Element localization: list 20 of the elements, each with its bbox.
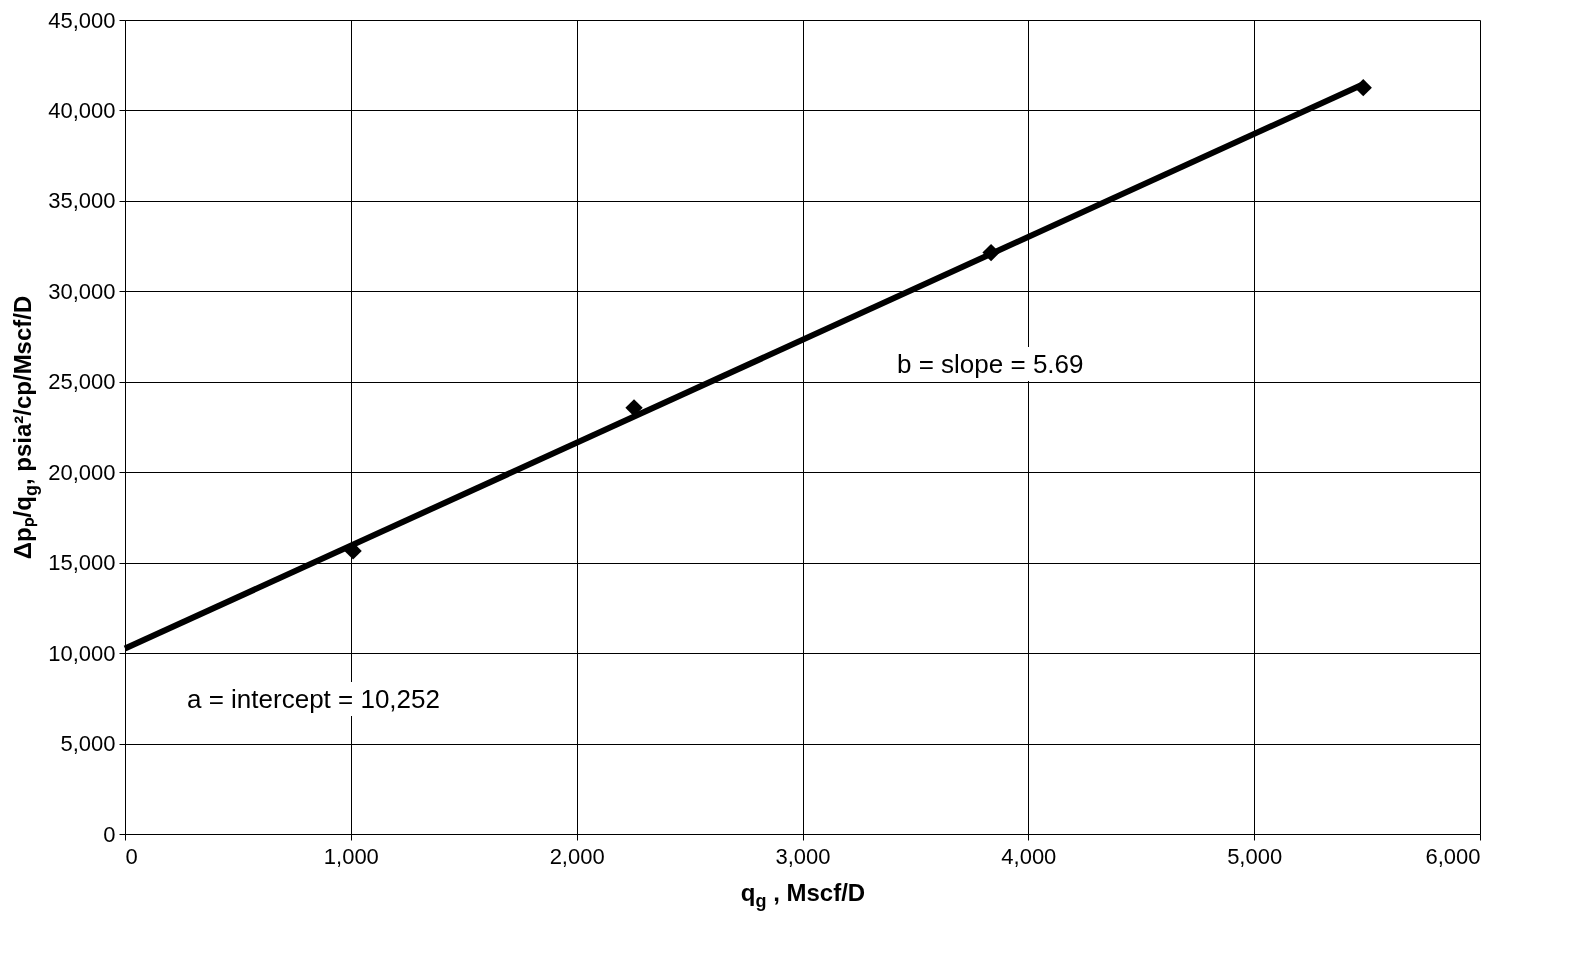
x-tick-label: 5,000 <box>1227 843 1283 869</box>
x-tick-label: 2,000 <box>549 843 605 869</box>
x-tick-label: 1,000 <box>323 843 379 869</box>
y-tick-label: 15,000 <box>48 550 116 576</box>
x-tick-label: 6,000 <box>1425 843 1481 869</box>
x-tick-label: 4,000 <box>1001 843 1057 869</box>
y-tick-label: 35,000 <box>48 188 116 214</box>
y-tick-label: 20,000 <box>48 459 116 485</box>
annotation: a = intercept = 10,252 <box>187 684 440 714</box>
x-axis-title: q$_{g}$ , Mscf/D <box>740 878 866 911</box>
x-tick-label: 3,000 <box>775 843 831 869</box>
y-tick-label: 5,000 <box>60 731 116 757</box>
y-tick-label: 10,000 <box>48 640 116 666</box>
x-tick-label: 0 <box>125 843 138 869</box>
y-tick-label: 45,000 <box>48 7 116 33</box>
y-tick-label: 30,000 <box>48 278 116 304</box>
annotation: b = slope = 5.69 <box>897 349 1084 379</box>
y-tick-label: 40,000 <box>48 97 116 123</box>
y-tick-label: 0 <box>103 821 116 847</box>
y-tick-label: 25,000 <box>48 369 116 395</box>
